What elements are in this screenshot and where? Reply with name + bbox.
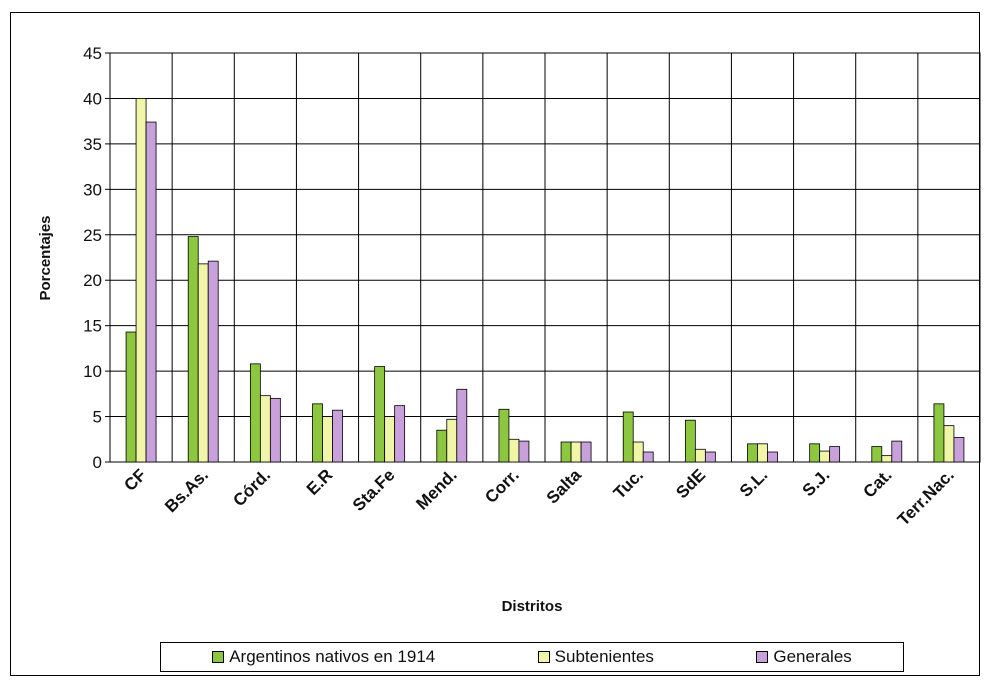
y-tick-label: 0 (93, 453, 102, 472)
bar (632, 441, 644, 463)
x-tick-label: Mend. (412, 465, 460, 513)
x-tick-label: Corr. (481, 465, 522, 506)
legend-swatch (537, 651, 550, 663)
bar (757, 443, 768, 463)
bar (953, 437, 965, 463)
x-tick-label: SdE (672, 465, 709, 502)
legend-item-argentinos: Argentinos nativos en 1914 (212, 647, 435, 667)
y-tick-label: 45 (83, 44, 102, 63)
bar (269, 397, 281, 463)
y-tick-label: 25 (83, 226, 102, 245)
legend-item-generales: Generales (756, 647, 852, 667)
bar (560, 441, 572, 463)
bar (436, 429, 448, 463)
bar (881, 455, 893, 463)
bar (394, 405, 406, 463)
bar (508, 438, 520, 463)
y-axis-label: Porcentajes (37, 215, 54, 300)
x-tick-label: Córd. (229, 465, 274, 510)
legend-label: Generales (773, 647, 852, 666)
legend-swatch (212, 651, 225, 663)
x-tick-label: S.L. (736, 465, 771, 500)
bar (622, 411, 634, 463)
y-tick-label: 35 (83, 135, 102, 154)
bar (197, 263, 209, 463)
bar (374, 366, 386, 463)
bar (187, 236, 199, 463)
x-tick-label: Sta.Fe (349, 465, 399, 515)
bar (642, 451, 654, 463)
bar (943, 425, 955, 463)
x-tick-label: Cat. (859, 465, 895, 501)
bar (767, 451, 778, 463)
y-tick-label: 40 (83, 89, 102, 108)
bar (322, 416, 333, 463)
y-tick-labels: 0 5 10 15 20 25 30 35 40 45 (83, 44, 102, 472)
bar (694, 448, 706, 463)
bar (446, 418, 458, 463)
bar (809, 443, 821, 463)
bar (145, 121, 157, 463)
legend-label: Subtenientes (554, 647, 654, 666)
bar (518, 440, 530, 463)
x-tick-label: Tuc. (610, 465, 647, 502)
bar (384, 416, 396, 463)
bars (125, 98, 965, 463)
x-tick-label: Salta (543, 465, 586, 508)
legend-label: Argentinos nativos en 1914 (229, 647, 436, 666)
bar (684, 419, 696, 463)
bar (456, 388, 468, 463)
bar (747, 443, 758, 463)
x-tick-labels: CF Bs.As. Córd. E.R Sta.Fe Mend. Corr. Salta Tuc… (120, 465, 957, 529)
x-tick-label: CF (120, 465, 149, 494)
y-tick-label: 30 (83, 180, 102, 199)
bar (580, 441, 592, 463)
bar (249, 363, 261, 463)
bar (819, 450, 831, 463)
bar (704, 451, 716, 463)
bar (498, 408, 510, 463)
bar (125, 331, 137, 463)
x-axis-label: Distritos (502, 598, 563, 615)
bar (570, 441, 582, 463)
bar (135, 98, 147, 463)
bar (891, 440, 903, 463)
x-tick-label: Bs.As. (161, 465, 212, 516)
bar (259, 395, 271, 463)
legend-item-subtenientes: Subtenientes (537, 647, 654, 667)
legend-swatch (756, 651, 769, 663)
bar (312, 403, 323, 463)
bar (933, 403, 945, 463)
x-tick-label: Terr.Nac. (894, 465, 958, 529)
x-tick-label: E.R (303, 465, 336, 498)
bar (829, 446, 841, 463)
bar (332, 409, 343, 463)
bar (207, 260, 219, 463)
gridlines (105, 52, 981, 463)
y-tick-label: 20 (83, 271, 102, 290)
y-tick-label: 5 (93, 408, 102, 427)
bar (871, 446, 883, 463)
x-tick-label: S.J. (799, 465, 834, 500)
legend: Argentinos nativos en 1914 Subtenientes … (160, 642, 904, 672)
y-tick-label: 15 (83, 317, 102, 336)
y-tick-label: 10 (83, 362, 102, 381)
